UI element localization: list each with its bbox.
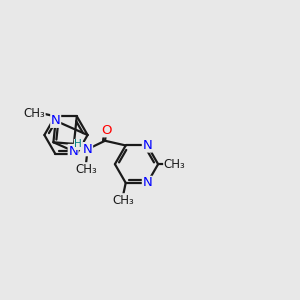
- Text: CH₃: CH₃: [23, 107, 45, 120]
- Text: CH₃: CH₃: [75, 163, 97, 176]
- Text: H: H: [74, 140, 82, 149]
- Text: N: N: [68, 145, 78, 158]
- Text: O: O: [101, 124, 112, 137]
- Text: N: N: [51, 114, 61, 127]
- Text: N: N: [83, 143, 92, 156]
- Text: CH₃: CH₃: [164, 158, 185, 171]
- Text: N: N: [142, 176, 152, 189]
- Text: N: N: [142, 139, 152, 152]
- Text: CH₃: CH₃: [112, 194, 134, 207]
